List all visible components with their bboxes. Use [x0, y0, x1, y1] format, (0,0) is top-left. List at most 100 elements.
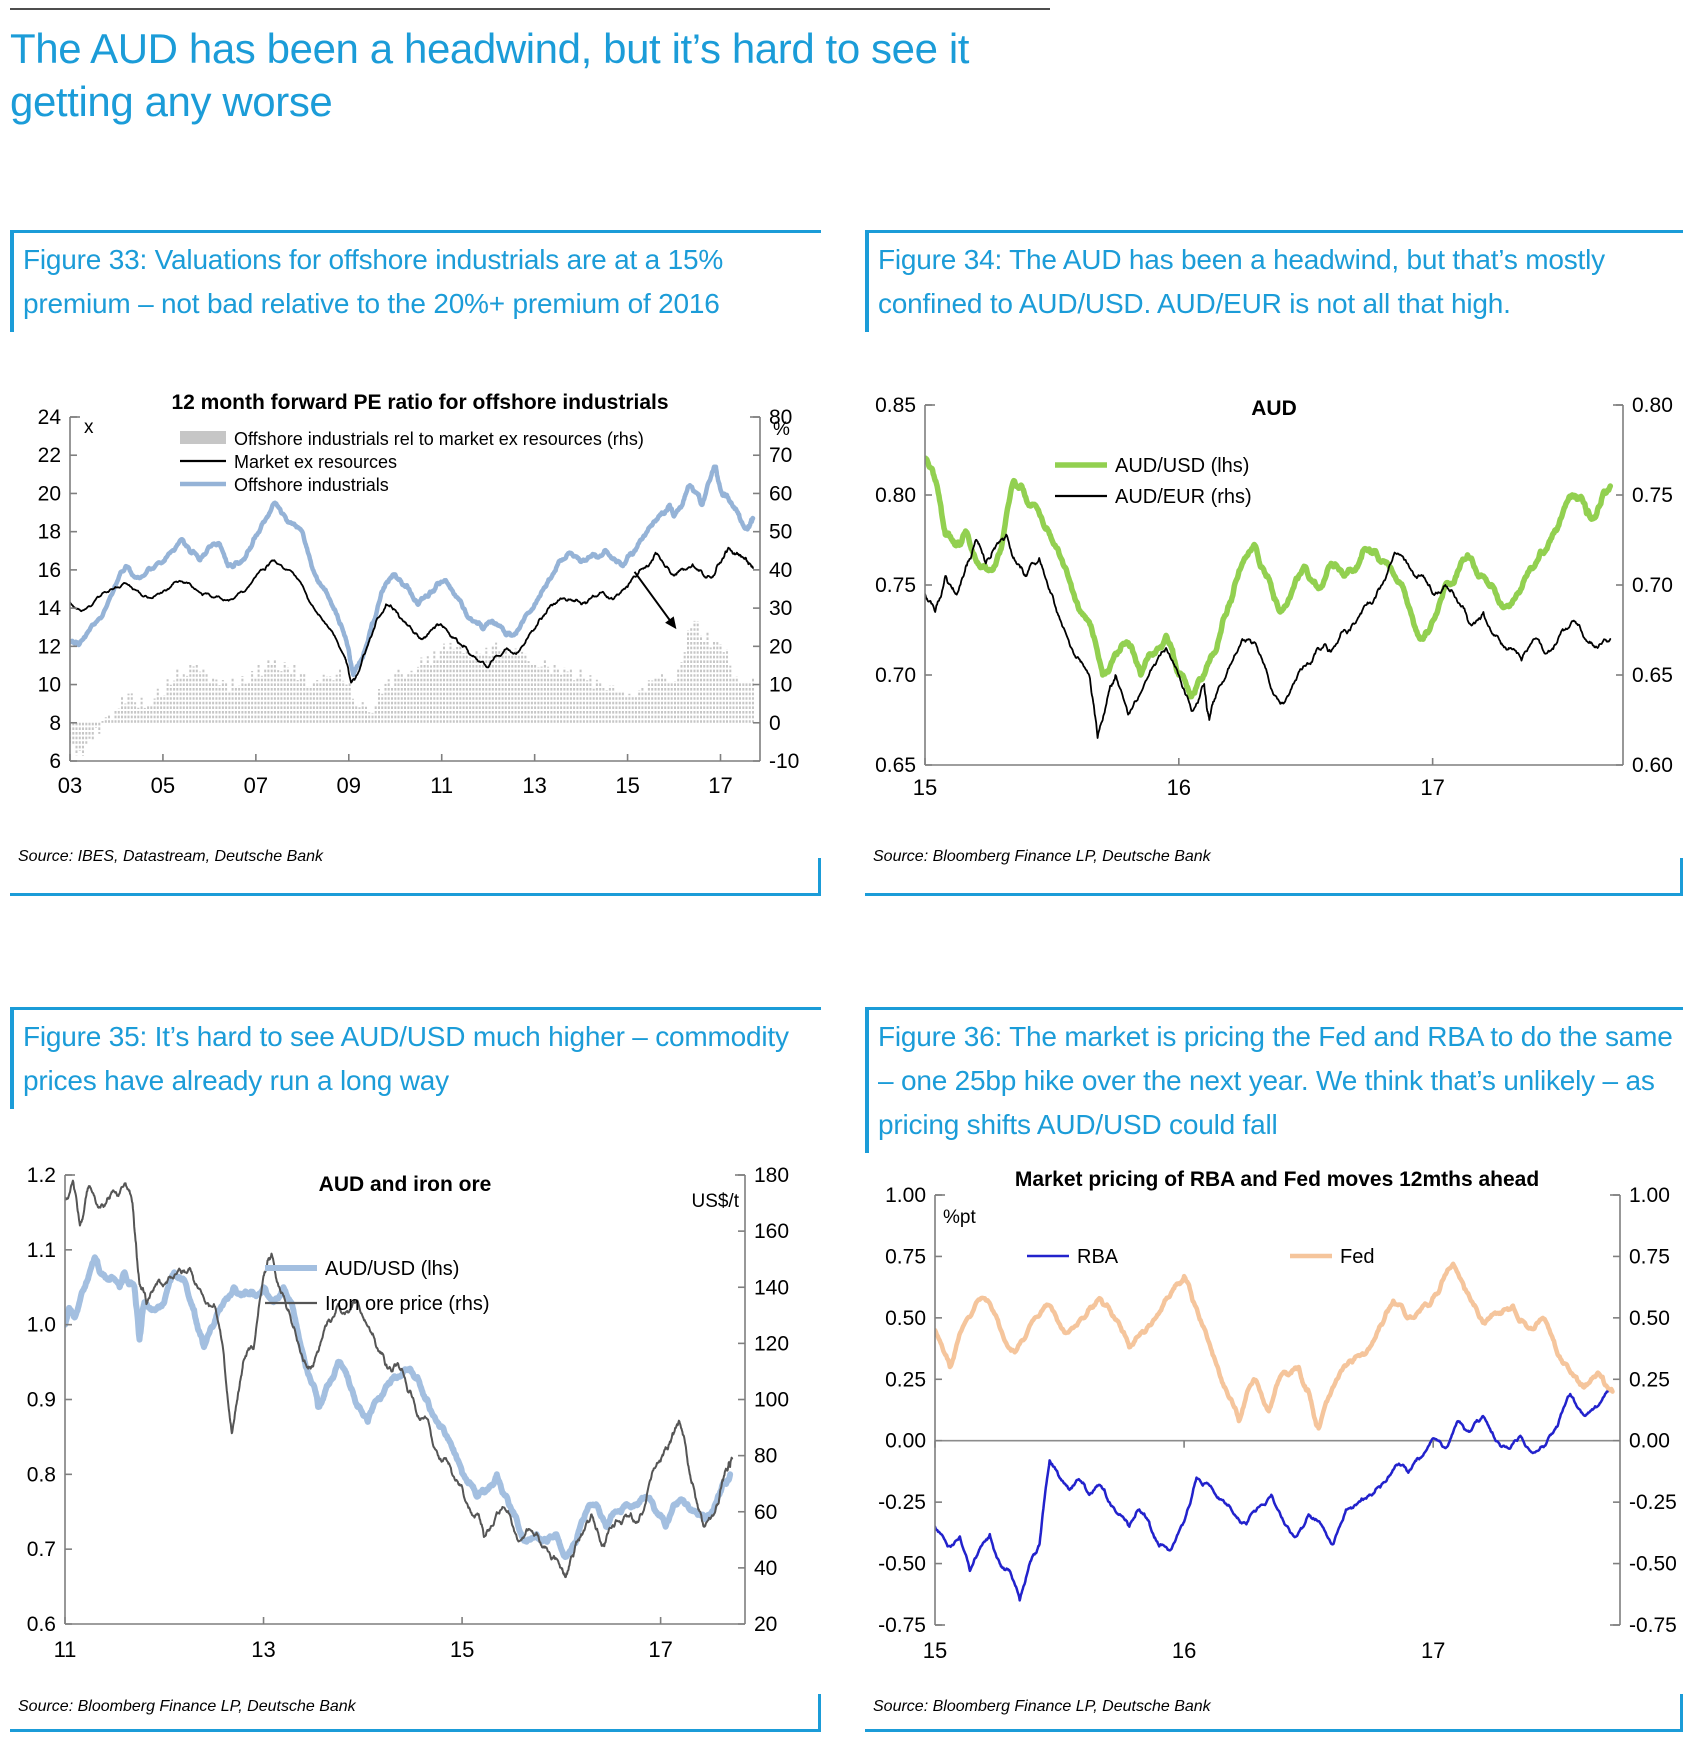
svg-text:Iron ore price (rhs): Iron ore price (rhs): [325, 1293, 490, 1315]
svg-text:Market pricing of RBA and Fed: Market pricing of RBA and Fed moves 12mt…: [1015, 1168, 1539, 1191]
svg-text:Fed: Fed: [1340, 1246, 1374, 1268]
svg-text:1.00: 1.00: [885, 1184, 926, 1207]
figure-33-panel: Figure 33: Valuations for offshore indus…: [10, 230, 821, 896]
svg-text:20: 20: [754, 1613, 777, 1636]
svg-text:0.75: 0.75: [875, 574, 916, 597]
svg-text:0.70: 0.70: [875, 664, 916, 687]
figure-34-chart: 0.85 0.80 0.75 0.70 0.65 0.80 0.75 0.70 0.65 0.60…: [875, 394, 1673, 800]
figure-35-chart: 1.2 1.1 1.0 0.9 0.8 0.7 0.6 180 160 140 120 100 80 60…: [27, 1165, 789, 1662]
svg-text:-0.75: -0.75: [878, 1614, 926, 1637]
panel-bottom-border: [10, 1729, 821, 1732]
svg-text:80: 80: [769, 406, 792, 429]
svg-text:Offshore industrials: Offshore industrials: [234, 475, 389, 495]
panel-corner-tick: [818, 858, 821, 896]
figure-35-caption: Figure 35: It’s hard to see AUD/USD much…: [10, 1010, 821, 1109]
figure-36-caption: Figure 36: The market is pricing the Fed…: [865, 1010, 1683, 1153]
figure-36-source: Source: Bloomberg Finance LP, Deutsche B…: [873, 1698, 1211, 1715]
svg-text:0.85: 0.85: [875, 394, 916, 417]
svg-text:15: 15: [923, 1638, 947, 1663]
svg-text:-0.25: -0.25: [878, 1491, 926, 1514]
svg-text:12 month forward PE ratio for: 12 month forward PE ratio for offshore i…: [171, 393, 668, 414]
svg-text:0.50: 0.50: [1629, 1307, 1670, 1330]
svg-text:0.50: 0.50: [885, 1307, 926, 1330]
svg-text:17: 17: [1420, 775, 1444, 800]
svg-text:0.80: 0.80: [875, 484, 916, 507]
svg-text:1.1: 1.1: [27, 1239, 56, 1262]
svg-text:17: 17: [1421, 1638, 1445, 1663]
svg-text:120: 120: [754, 1332, 789, 1355]
svg-text:0.80: 0.80: [1632, 394, 1673, 417]
svg-text:AUD/EUR (rhs): AUD/EUR (rhs): [1115, 486, 1252, 508]
svg-text:0: 0: [769, 712, 781, 735]
figure-34-caption: Figure 34: The AUD has been a headwind, …: [865, 233, 1683, 332]
svg-text:0.75: 0.75: [1629, 1245, 1670, 1268]
svg-text:x: x: [84, 417, 94, 438]
svg-text:1.2: 1.2: [27, 1165, 56, 1187]
panel-bottom-border: [10, 893, 821, 896]
svg-text:160: 160: [754, 1220, 789, 1243]
svg-text:AUD and iron ore: AUD and iron ore: [319, 1173, 492, 1196]
svg-text:1.0: 1.0: [27, 1314, 56, 1337]
svg-text:03: 03: [58, 773, 82, 798]
svg-text:180: 180: [754, 1165, 789, 1187]
svg-text:0.00: 0.00: [1629, 1430, 1670, 1453]
page-title-line2: getting any worse: [10, 78, 333, 125]
svg-text:50: 50: [769, 521, 792, 544]
svg-text:10: 10: [769, 674, 792, 697]
svg-text:RBA: RBA: [1077, 1246, 1119, 1268]
top-rule: [10, 8, 1050, 10]
svg-text:13: 13: [251, 1637, 275, 1662]
svg-text:12: 12: [38, 635, 61, 658]
svg-text:0.25: 0.25: [885, 1368, 926, 1391]
svg-text:05: 05: [151, 773, 175, 798]
svg-text:20: 20: [769, 635, 792, 658]
svg-text:22: 22: [38, 444, 61, 467]
figure-35-panel: Figure 35: It’s hard to see AUD/USD much…: [10, 1007, 821, 1732]
svg-text:AUD/USD (lhs): AUD/USD (lhs): [325, 1258, 459, 1280]
svg-text:8: 8: [49, 712, 61, 735]
svg-text:16: 16: [1172, 1638, 1196, 1663]
svg-text:%: %: [773, 419, 790, 440]
figure-35-source: Source: Bloomberg Finance LP, Deutsche B…: [18, 1698, 356, 1715]
svg-text:40: 40: [754, 1557, 777, 1580]
svg-text:0.7: 0.7: [27, 1538, 56, 1561]
svg-text:-10: -10: [769, 750, 799, 773]
svg-text:11: 11: [430, 773, 453, 798]
svg-text:11: 11: [54, 1637, 77, 1662]
svg-text:-0.50: -0.50: [878, 1553, 926, 1576]
svg-text:40: 40: [769, 559, 792, 582]
svg-text:13: 13: [522, 773, 546, 798]
svg-text:60: 60: [769, 482, 792, 505]
svg-text:09: 09: [337, 773, 361, 798]
svg-text:15: 15: [913, 775, 937, 800]
figure-36-panel: Figure 36: The market is pricing the Fed…: [865, 1007, 1683, 1732]
svg-text:0.8: 0.8: [27, 1463, 56, 1486]
svg-text:1.00: 1.00: [1629, 1184, 1670, 1207]
svg-text:100: 100: [754, 1389, 789, 1412]
figure-36-chart: 1.00 0.75 0.50 0.25 0.00 -0.25 -0.50 -0.75 1.00 0…: [878, 1168, 1677, 1663]
svg-text:60: 60: [754, 1501, 777, 1524]
page-title-line1: The AUD has been a headwind, but it’s ha…: [10, 25, 970, 72]
svg-text:-0.50: -0.50: [1629, 1553, 1677, 1576]
panel-corner-tick: [1680, 858, 1683, 896]
svg-text:30: 30: [769, 597, 792, 620]
figure-34-panel: Figure 34: The AUD has been a headwind, …: [865, 230, 1683, 896]
svg-text:16: 16: [38, 559, 61, 582]
svg-text:0.6: 0.6: [27, 1613, 56, 1636]
panel-corner-tick: [818, 1694, 821, 1732]
panel-bottom-border: [865, 1729, 1683, 1732]
svg-text:0.25: 0.25: [1629, 1368, 1670, 1391]
svg-text:-0.25: -0.25: [1629, 1491, 1677, 1514]
svg-text:14: 14: [38, 597, 62, 620]
svg-text:15: 15: [450, 1637, 474, 1662]
figure-33-chart: 24 22 20 18 16 14 12 10 8 6 80 70 60 50 40 30 20 10 0 -10 03…: [38, 393, 800, 798]
svg-text:AUD: AUD: [1251, 397, 1297, 420]
svg-text:0.75: 0.75: [1632, 484, 1673, 507]
svg-text:-0.75: -0.75: [1629, 1614, 1677, 1637]
svg-text:0.75: 0.75: [885, 1245, 926, 1268]
svg-text:70: 70: [769, 444, 792, 467]
svg-text:10: 10: [38, 674, 61, 697]
svg-text:0.60: 0.60: [1632, 754, 1673, 777]
svg-text:24: 24: [38, 406, 62, 429]
